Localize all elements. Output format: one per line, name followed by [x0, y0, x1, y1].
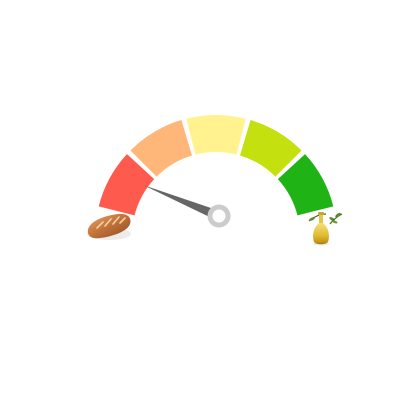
gauge-segments — [98, 115, 334, 216]
bread-icon — [87, 213, 131, 240]
gauge-segment-medium — [186, 115, 246, 155]
gauge-segment-low — [130, 120, 193, 177]
gauge-segment-very-high — [277, 154, 334, 216]
olive-oil-bottle-icon — [308, 212, 343, 246]
gauge-segment-high — [239, 120, 302, 177]
gauge-hub — [207, 204, 231, 228]
gauge-segment-very-low — [98, 154, 155, 216]
gauge-needle — [143, 184, 221, 221]
